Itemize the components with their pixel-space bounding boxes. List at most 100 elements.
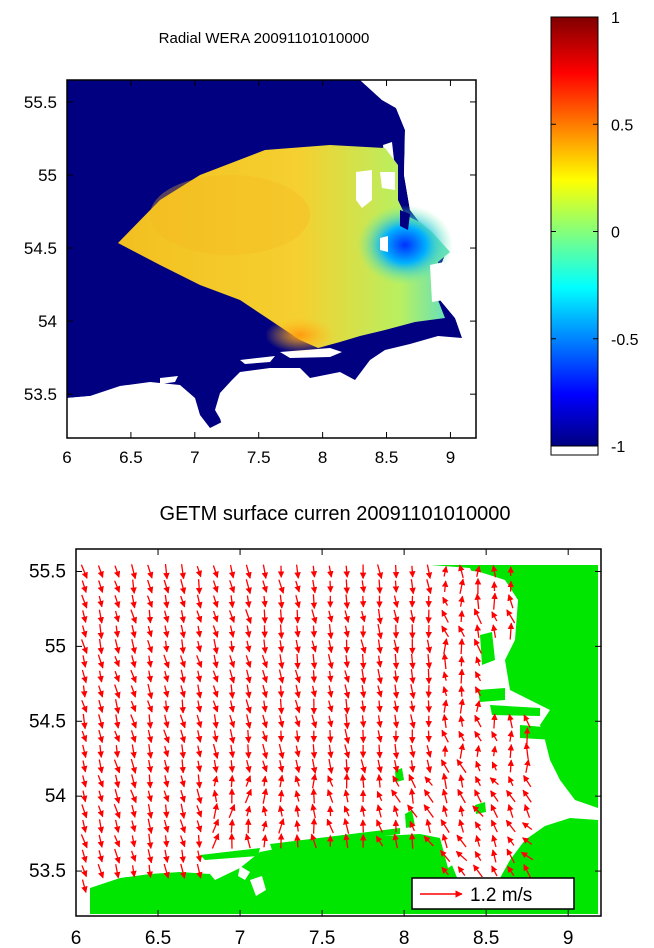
current-arrow xyxy=(409,700,416,713)
current-arrow xyxy=(163,804,170,819)
current-arrow xyxy=(507,865,515,877)
current-arrow xyxy=(261,743,269,760)
current-arrow xyxy=(130,655,137,669)
current-arrow xyxy=(458,625,465,638)
current-arrow xyxy=(81,594,88,609)
top-chart-title: Radial WERA 20091101010000 xyxy=(159,30,370,47)
current-arrow xyxy=(179,669,186,684)
current-arrow xyxy=(277,685,285,698)
current-arrow xyxy=(147,683,154,700)
current-arrow xyxy=(114,580,121,593)
current-arrow xyxy=(409,820,416,832)
current-arrow xyxy=(97,580,104,594)
current-arrow xyxy=(521,822,533,831)
current-arrow xyxy=(491,713,498,729)
current-arrow xyxy=(146,639,154,654)
current-arrow xyxy=(245,579,252,595)
current-arrow xyxy=(491,731,498,742)
current-arrow xyxy=(458,805,465,817)
current-arrow xyxy=(114,848,121,864)
current-arrow xyxy=(474,593,482,610)
current-arrow xyxy=(474,565,482,577)
current-arrow xyxy=(97,805,104,818)
colorbar-tick-label: 0 xyxy=(611,225,620,242)
current-arrow xyxy=(212,654,219,669)
current-arrow xyxy=(491,834,498,848)
current-arrow xyxy=(491,592,498,610)
current-arrow xyxy=(245,640,252,653)
current-arrow xyxy=(228,803,236,818)
current-arrow xyxy=(114,565,121,578)
x-tick-label: 8.5 xyxy=(375,448,399,467)
y-tick-label: 55.5 xyxy=(29,561,66,582)
current-arrow xyxy=(458,668,465,684)
current-arrow xyxy=(310,670,318,684)
current-arrow xyxy=(162,640,170,653)
current-arrow xyxy=(523,803,531,818)
current-arrow xyxy=(441,788,448,804)
current-arrow xyxy=(146,595,153,608)
current-arrow xyxy=(442,699,449,713)
current-arrow xyxy=(359,700,367,713)
current-arrow xyxy=(294,669,301,684)
y-tick-label: 53.5 xyxy=(29,861,66,882)
current-arrow xyxy=(278,743,285,760)
current-arrow xyxy=(326,789,334,803)
current-arrow xyxy=(196,788,203,805)
current-arrow xyxy=(179,775,186,788)
current-arrow xyxy=(244,833,251,849)
current-arrow xyxy=(491,564,498,578)
current-arrow xyxy=(523,727,531,745)
current-arrow xyxy=(343,817,350,834)
current-arrow xyxy=(360,759,367,774)
current-arrow xyxy=(310,579,318,594)
current-arrow xyxy=(97,863,105,879)
current-arrow xyxy=(146,625,153,638)
colorbar-tick-label: -1 xyxy=(611,439,625,456)
current-arrow xyxy=(440,819,450,833)
current-arrow xyxy=(146,833,154,850)
current-arrow xyxy=(196,863,203,879)
current-arrow xyxy=(458,595,465,607)
current-arrow xyxy=(392,684,400,699)
current-arrow xyxy=(442,638,449,655)
current-arrow xyxy=(245,595,252,609)
current-arrow xyxy=(196,684,203,699)
current-arrow xyxy=(245,699,252,714)
current-arrow xyxy=(376,744,383,759)
current-arrow xyxy=(408,788,416,804)
current-arrow xyxy=(277,774,285,788)
current-arrow xyxy=(261,609,269,624)
current-arrow xyxy=(343,728,351,745)
current-arrow xyxy=(327,624,334,640)
current-arrow xyxy=(81,849,88,863)
colorbar-tick-label: 0.5 xyxy=(611,117,633,134)
current-arrow xyxy=(474,730,482,742)
current-arrow xyxy=(163,625,170,638)
current-arrow xyxy=(146,609,154,624)
current-arrow xyxy=(392,700,400,713)
current-arrow xyxy=(163,670,170,683)
current-arrow xyxy=(360,668,367,685)
current-arrow xyxy=(212,789,219,803)
current-arrow xyxy=(261,654,268,669)
current-arrow xyxy=(261,684,268,699)
current-arrow xyxy=(211,833,220,849)
current-arrow xyxy=(376,759,383,774)
current-arrow xyxy=(163,819,170,833)
current-arrow xyxy=(310,833,317,849)
current-arrow xyxy=(327,715,334,728)
current-arrow xyxy=(294,730,301,743)
current-arrow xyxy=(245,625,252,638)
bottom-plot-frame xyxy=(75,548,602,917)
x-tick-label: 8 xyxy=(318,448,327,467)
current-arrow xyxy=(376,790,383,802)
current-arrow xyxy=(146,774,154,789)
current-arrow xyxy=(441,729,449,743)
current-arrow xyxy=(97,670,104,683)
current-arrow xyxy=(81,700,88,713)
x-tick-label: 8 xyxy=(399,928,410,948)
current-arrow xyxy=(212,730,219,743)
current-arrow xyxy=(376,579,383,594)
x-tick-label: 6.5 xyxy=(119,448,143,467)
